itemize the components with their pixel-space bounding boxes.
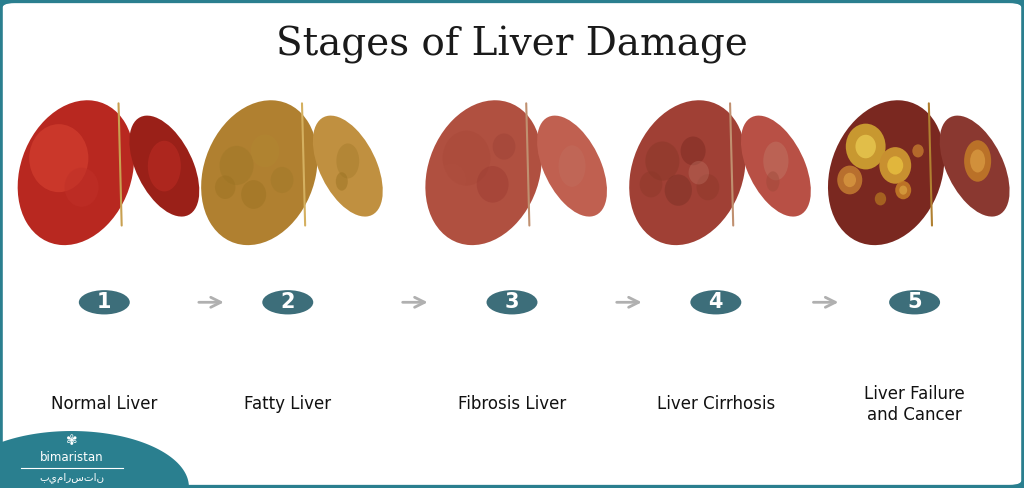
Ellipse shape xyxy=(640,171,663,198)
Ellipse shape xyxy=(241,180,266,209)
Ellipse shape xyxy=(65,167,98,207)
Text: بيمارستان: بيمارستان xyxy=(39,472,104,483)
Text: 5: 5 xyxy=(907,292,922,312)
Ellipse shape xyxy=(846,123,886,169)
Circle shape xyxy=(690,290,741,314)
Polygon shape xyxy=(0,431,188,487)
Ellipse shape xyxy=(629,100,745,245)
Ellipse shape xyxy=(313,116,383,217)
Ellipse shape xyxy=(477,166,509,203)
Ellipse shape xyxy=(442,131,490,185)
Ellipse shape xyxy=(766,171,779,192)
Ellipse shape xyxy=(763,142,788,181)
Circle shape xyxy=(889,290,940,314)
Text: 2: 2 xyxy=(281,292,295,312)
Text: Stages of Liver Damage: Stages of Liver Damage xyxy=(276,26,748,64)
Ellipse shape xyxy=(895,181,911,199)
Ellipse shape xyxy=(270,167,294,193)
Ellipse shape xyxy=(940,116,1010,217)
Ellipse shape xyxy=(336,172,348,191)
Ellipse shape xyxy=(681,137,706,165)
Text: ✾: ✾ xyxy=(66,434,78,447)
Ellipse shape xyxy=(888,156,903,175)
Text: Normal Liver: Normal Liver xyxy=(51,395,158,413)
Ellipse shape xyxy=(741,116,811,217)
Circle shape xyxy=(262,290,313,314)
Ellipse shape xyxy=(645,142,680,181)
Text: 4: 4 xyxy=(709,292,723,312)
Text: Fibrosis Liver: Fibrosis Liver xyxy=(458,395,566,413)
Ellipse shape xyxy=(493,133,515,160)
Ellipse shape xyxy=(970,149,985,172)
Ellipse shape xyxy=(147,141,181,191)
Circle shape xyxy=(79,290,130,314)
Ellipse shape xyxy=(17,100,134,245)
Text: Liver Cirrhosis: Liver Cirrhosis xyxy=(656,395,775,413)
Ellipse shape xyxy=(688,161,709,184)
Ellipse shape xyxy=(215,176,236,199)
Ellipse shape xyxy=(251,135,280,167)
Ellipse shape xyxy=(219,146,254,185)
Ellipse shape xyxy=(855,135,876,158)
Ellipse shape xyxy=(838,165,862,194)
Text: 3: 3 xyxy=(505,292,519,312)
Ellipse shape xyxy=(912,144,924,158)
Ellipse shape xyxy=(201,100,317,245)
Ellipse shape xyxy=(437,163,466,196)
Ellipse shape xyxy=(337,143,359,179)
Ellipse shape xyxy=(828,100,944,245)
Ellipse shape xyxy=(30,124,88,192)
Ellipse shape xyxy=(899,185,907,195)
Text: 1: 1 xyxy=(97,292,112,312)
Ellipse shape xyxy=(844,173,856,187)
Ellipse shape xyxy=(537,116,607,217)
Ellipse shape xyxy=(965,140,991,182)
Ellipse shape xyxy=(425,100,542,245)
Text: bimaristan: bimaristan xyxy=(40,451,103,464)
Circle shape xyxy=(486,290,538,314)
Ellipse shape xyxy=(558,145,586,187)
Ellipse shape xyxy=(665,174,692,206)
Ellipse shape xyxy=(874,192,886,205)
Ellipse shape xyxy=(696,174,719,200)
Ellipse shape xyxy=(880,147,911,184)
Ellipse shape xyxy=(129,116,200,217)
Text: Fatty Liver: Fatty Liver xyxy=(244,395,332,413)
Text: Liver Failure
and Cancer: Liver Failure and Cancer xyxy=(864,385,965,424)
